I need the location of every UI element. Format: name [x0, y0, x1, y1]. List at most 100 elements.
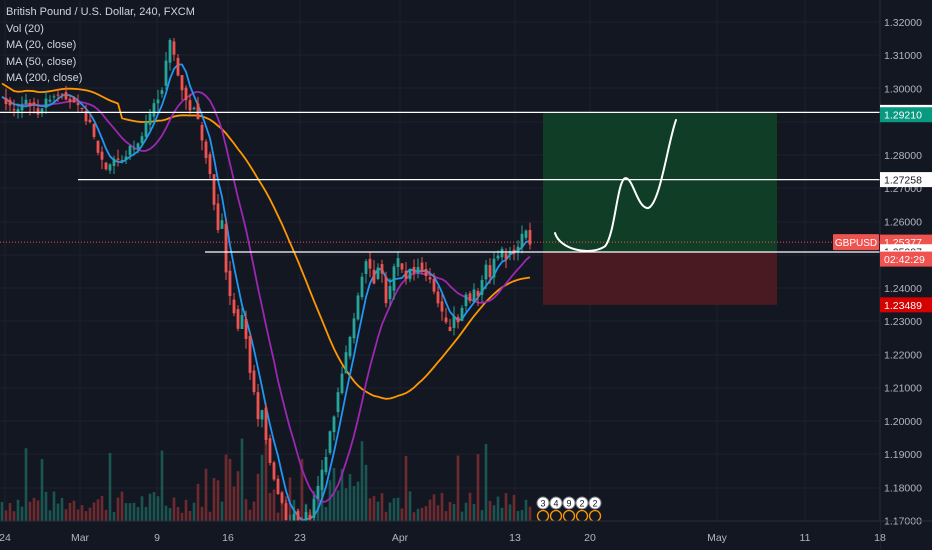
candle-body	[312, 499, 316, 518]
event-badge-count: 2	[579, 499, 584, 509]
volume-bar	[320, 486, 324, 521]
candle-body	[524, 230, 528, 238]
candle-body	[332, 416, 336, 433]
event-badge-ring	[562, 509, 576, 523]
candle-body	[480, 280, 484, 295]
price-label: 1.23489	[884, 300, 922, 312]
volume-bar	[20, 506, 24, 521]
volume-bar	[412, 512, 416, 521]
volume-bar	[444, 511, 448, 521]
time-tick: 16	[222, 532, 234, 544]
volume-bar	[344, 488, 348, 521]
candle-body	[484, 264, 488, 280]
candle-body	[380, 264, 384, 274]
candle-body	[228, 270, 232, 297]
event-badge	[549, 496, 563, 510]
candle-body	[52, 96, 56, 98]
volume-bar	[152, 492, 156, 521]
candle-body	[84, 110, 88, 122]
volume-bar	[368, 498, 372, 521]
volume-bar	[184, 499, 188, 521]
volume-bar	[156, 496, 160, 521]
candle-body	[192, 107, 196, 110]
candle-body	[400, 263, 404, 270]
candle-body	[264, 407, 268, 440]
event-badge-count: 4	[553, 499, 558, 509]
volume-bar	[328, 480, 332, 521]
volume-bar	[264, 432, 268, 521]
volume-bar	[428, 499, 432, 521]
candle-body	[4, 97, 8, 105]
ma50-line	[1, 90, 531, 503]
candle-body	[148, 113, 152, 125]
candle-body	[408, 270, 412, 280]
candle-body	[424, 268, 428, 276]
price-tick: 1.20000	[884, 416, 922, 428]
volume-bar	[28, 501, 32, 521]
candle-body	[508, 251, 512, 255]
candle-body	[436, 291, 440, 304]
volume-bar	[72, 500, 76, 521]
volume-bar	[76, 509, 80, 521]
volume-bar	[432, 494, 436, 521]
candle-body	[444, 317, 448, 323]
candle-body	[496, 255, 500, 259]
volume-bar	[348, 474, 352, 521]
candle-body	[340, 373, 344, 394]
volume-bar	[112, 511, 116, 521]
candle-body	[20, 104, 24, 111]
candle-body	[516, 246, 520, 252]
candle-body	[216, 203, 220, 231]
candle-body	[16, 108, 20, 113]
time-tick: 18	[874, 532, 886, 544]
candle-body	[108, 164, 112, 171]
volume-bar	[144, 506, 148, 521]
volume-bar	[220, 501, 224, 521]
volume-bar	[480, 510, 484, 521]
volume-bar	[472, 503, 476, 521]
time-tick: 20	[584, 532, 596, 544]
candle-body	[220, 220, 224, 229]
volume-bar	[280, 490, 284, 521]
candle-body	[80, 107, 84, 109]
volume-bar	[340, 469, 344, 521]
volume-bar	[84, 511, 88, 521]
price-label-box	[880, 172, 932, 188]
volume-bar	[224, 454, 228, 521]
volume-bar	[336, 490, 340, 521]
volume-bar	[380, 493, 384, 521]
event-badge-ring	[588, 509, 602, 523]
candle-body	[392, 266, 396, 291]
candle-body	[356, 295, 360, 320]
time-tick: 11	[800, 532, 811, 544]
candle-body	[72, 97, 76, 103]
volume-bar	[416, 508, 420, 521]
legend-ma20: MA (20, close)	[6, 39, 77, 51]
volume-bar	[68, 502, 72, 521]
price-label-box	[880, 107, 932, 123]
legend-title: British Pound / U.S. Dollar, 240, FXCM	[6, 6, 195, 18]
volume-bar	[512, 494, 516, 521]
volume-bar	[484, 443, 488, 521]
volume-bar	[24, 448, 28, 521]
candle-body	[36, 108, 40, 115]
candle-body	[88, 119, 92, 123]
volume-bar	[252, 501, 256, 521]
volume-bar	[132, 502, 136, 521]
time-axis-ticks: 24 Mar 9 16 23 Apr 13 20 May 11 18	[0, 532, 886, 544]
volume-bar	[300, 458, 304, 521]
candle-body	[8, 99, 12, 106]
chart-legend: British Pound / U.S. Dollar, 240, FXCM V…	[6, 4, 195, 87]
candle-body	[208, 154, 212, 175]
candle-body	[184, 87, 188, 101]
candle-body	[112, 158, 116, 166]
candle-body	[44, 98, 48, 108]
candle-body	[284, 503, 288, 520]
candle-body	[328, 431, 332, 453]
candle-body	[376, 267, 380, 280]
candle-body	[468, 293, 472, 301]
candle-body	[348, 336, 352, 357]
candle-body	[308, 514, 312, 520]
volume-bar	[176, 506, 180, 521]
